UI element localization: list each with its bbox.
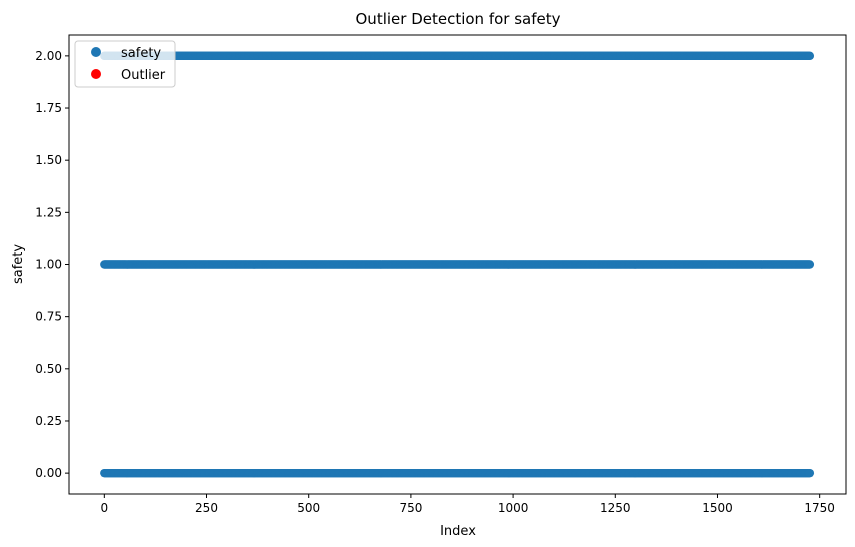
data-point (805, 468, 815, 478)
x-tick-label: 0 (100, 501, 108, 515)
data-point (805, 260, 815, 269)
y-tick-label: 1.25 (35, 205, 62, 219)
legend: safety Outlier (74, 40, 176, 88)
legend-marker-safety (91, 47, 101, 57)
x-tick-label: 1250 (600, 501, 631, 515)
x-tick-label: 1500 (702, 501, 733, 515)
y-axis-ticks: 0.00 0.25 0.50 0.75 1.00 1.25 1.50 1.75 2.00 (35, 49, 69, 480)
point-row-2 (100, 51, 815, 61)
y-tick-label: 1.75 (35, 101, 62, 115)
legend-marker-outlier (91, 69, 101, 79)
y-axis-label: safety (11, 244, 26, 284)
x-tick-label: 750 (399, 501, 422, 515)
data-point (805, 51, 815, 61)
x-axis-label: Index (440, 524, 476, 539)
point-row-1 (100, 260, 815, 269)
y-tick-label: 0.50 (35, 362, 62, 376)
x-axis-ticks: 0 250 500 750 1000 1250 1500 1750 (100, 494, 835, 515)
y-tick-label: 1.00 (35, 258, 62, 272)
y-tick-label: 0.25 (35, 414, 62, 428)
y-tick-label: 1.50 (35, 153, 62, 167)
point-row-0 (100, 468, 815, 478)
x-tick-label: 250 (195, 501, 218, 515)
chart-title: Outlier Detection for safety (356, 10, 561, 28)
x-tick-label: 1750 (804, 501, 835, 515)
y-tick-label: 0.75 (35, 310, 62, 324)
legend-label-safety: safety (121, 46, 161, 61)
y-tick-label: 0.00 (35, 466, 62, 480)
legend-label-outlier: Outlier (121, 68, 166, 83)
points-layer (100, 51, 815, 478)
y-tick-label: 2.00 (35, 49, 62, 63)
x-tick-label: 1000 (498, 501, 529, 515)
x-tick-label: 500 (297, 501, 320, 515)
